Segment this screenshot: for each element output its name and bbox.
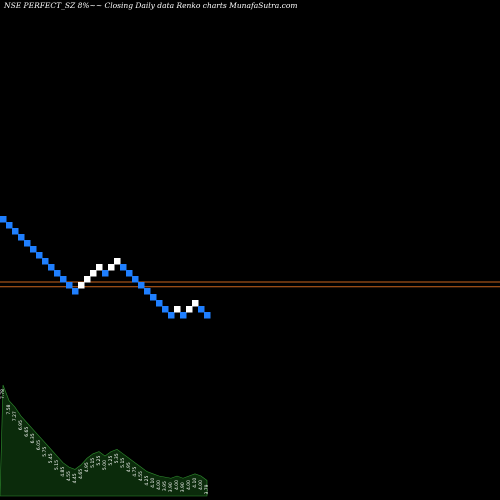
down-brick: [18, 234, 25, 241]
down-brick: [120, 264, 127, 271]
volume-label: 5.15: [54, 460, 60, 470]
volume-label: 4.00: [156, 480, 162, 490]
up-brick: [192, 300, 199, 307]
up-brick: [90, 270, 97, 277]
volume-label: 4.10: [192, 478, 198, 488]
volume-label: 3.79: [204, 484, 210, 494]
volume-label: 4.45: [72, 473, 78, 483]
volume-label: 3.90: [168, 482, 174, 492]
down-brick: [132, 276, 139, 283]
up-brick: [186, 306, 193, 313]
down-brick: [138, 282, 145, 289]
volume-label: 4.00: [186, 480, 192, 490]
volume-label: 6.35: [30, 433, 36, 443]
down-brick: [156, 300, 163, 307]
volume-label: 5.25: [108, 455, 114, 465]
volume-label: 6.65: [24, 427, 30, 437]
down-brick: [60, 276, 67, 283]
down-brick: [150, 294, 157, 301]
up-brick: [84, 276, 91, 283]
volume-label: 7.27: [12, 411, 18, 421]
down-brick: [126, 270, 133, 277]
down-brick: [48, 264, 55, 271]
volume-label: 7.78: [0, 389, 6, 399]
volume-label: 4.75: [132, 467, 138, 477]
down-brick: [144, 288, 151, 295]
down-brick: [12, 228, 19, 235]
down-brick: [72, 288, 79, 295]
chart-title: NSE PERFECT_SZ 8%~~ Closing Daily data R…: [4, 1, 298, 10]
down-brick: [30, 246, 37, 253]
volume-label: 3.95: [162, 481, 168, 491]
volume-label: 4.55: [138, 471, 144, 481]
volume-label: 4.25: [144, 475, 150, 485]
reference-lines: [0, 281, 500, 288]
down-brick: [66, 282, 73, 289]
volume-label: 4.65: [78, 469, 84, 479]
down-brick: [180, 312, 187, 319]
volume-label: 4.95: [126, 462, 132, 472]
down-brick: [204, 312, 211, 319]
down-brick: [36, 252, 43, 259]
volume-label: 5.35: [114, 453, 120, 463]
up-brick: [114, 258, 121, 265]
volume-labels: 7.787.587.276.956.656.356.055.755.455.15…: [0, 389, 210, 495]
volume-label: 6.95: [18, 420, 24, 430]
volume-label: 4.00: [198, 480, 204, 490]
down-brick: [162, 306, 169, 313]
volume-area: [0, 384, 208, 497]
up-brick: [108, 264, 115, 271]
down-brick: [198, 306, 205, 313]
up-brick: [78, 282, 85, 289]
volume-label: 4.10: [150, 478, 156, 488]
volume-label: 5.75: [42, 447, 48, 457]
down-brick: [102, 270, 109, 277]
volume-label: 4.85: [60, 467, 66, 477]
volume-area-path: [0, 384, 208, 497]
down-brick: [168, 312, 175, 319]
up-brick: [174, 306, 181, 313]
volume-label: 5.00: [102, 460, 108, 470]
down-brick: [0, 216, 7, 223]
up-brick: [96, 264, 103, 271]
down-brick: [54, 270, 61, 277]
volume-label: 4.00: [174, 480, 180, 490]
volume-label: 4.95: [84, 462, 90, 472]
volume-label: 6.05: [36, 440, 42, 450]
down-brick: [24, 240, 31, 247]
volume-label: 5.45: [48, 453, 54, 463]
down-brick: [6, 222, 13, 229]
renko-bricks: [0, 216, 211, 319]
down-brick: [42, 258, 49, 265]
volume-label: 5.15: [120, 458, 126, 468]
volume-label: 3.90: [180, 482, 186, 492]
volume-label: 5.25: [96, 455, 102, 465]
volume-label: 4.55: [66, 471, 72, 481]
volume-label: 7.58: [6, 404, 12, 414]
volume-label: 5.15: [90, 458, 96, 468]
